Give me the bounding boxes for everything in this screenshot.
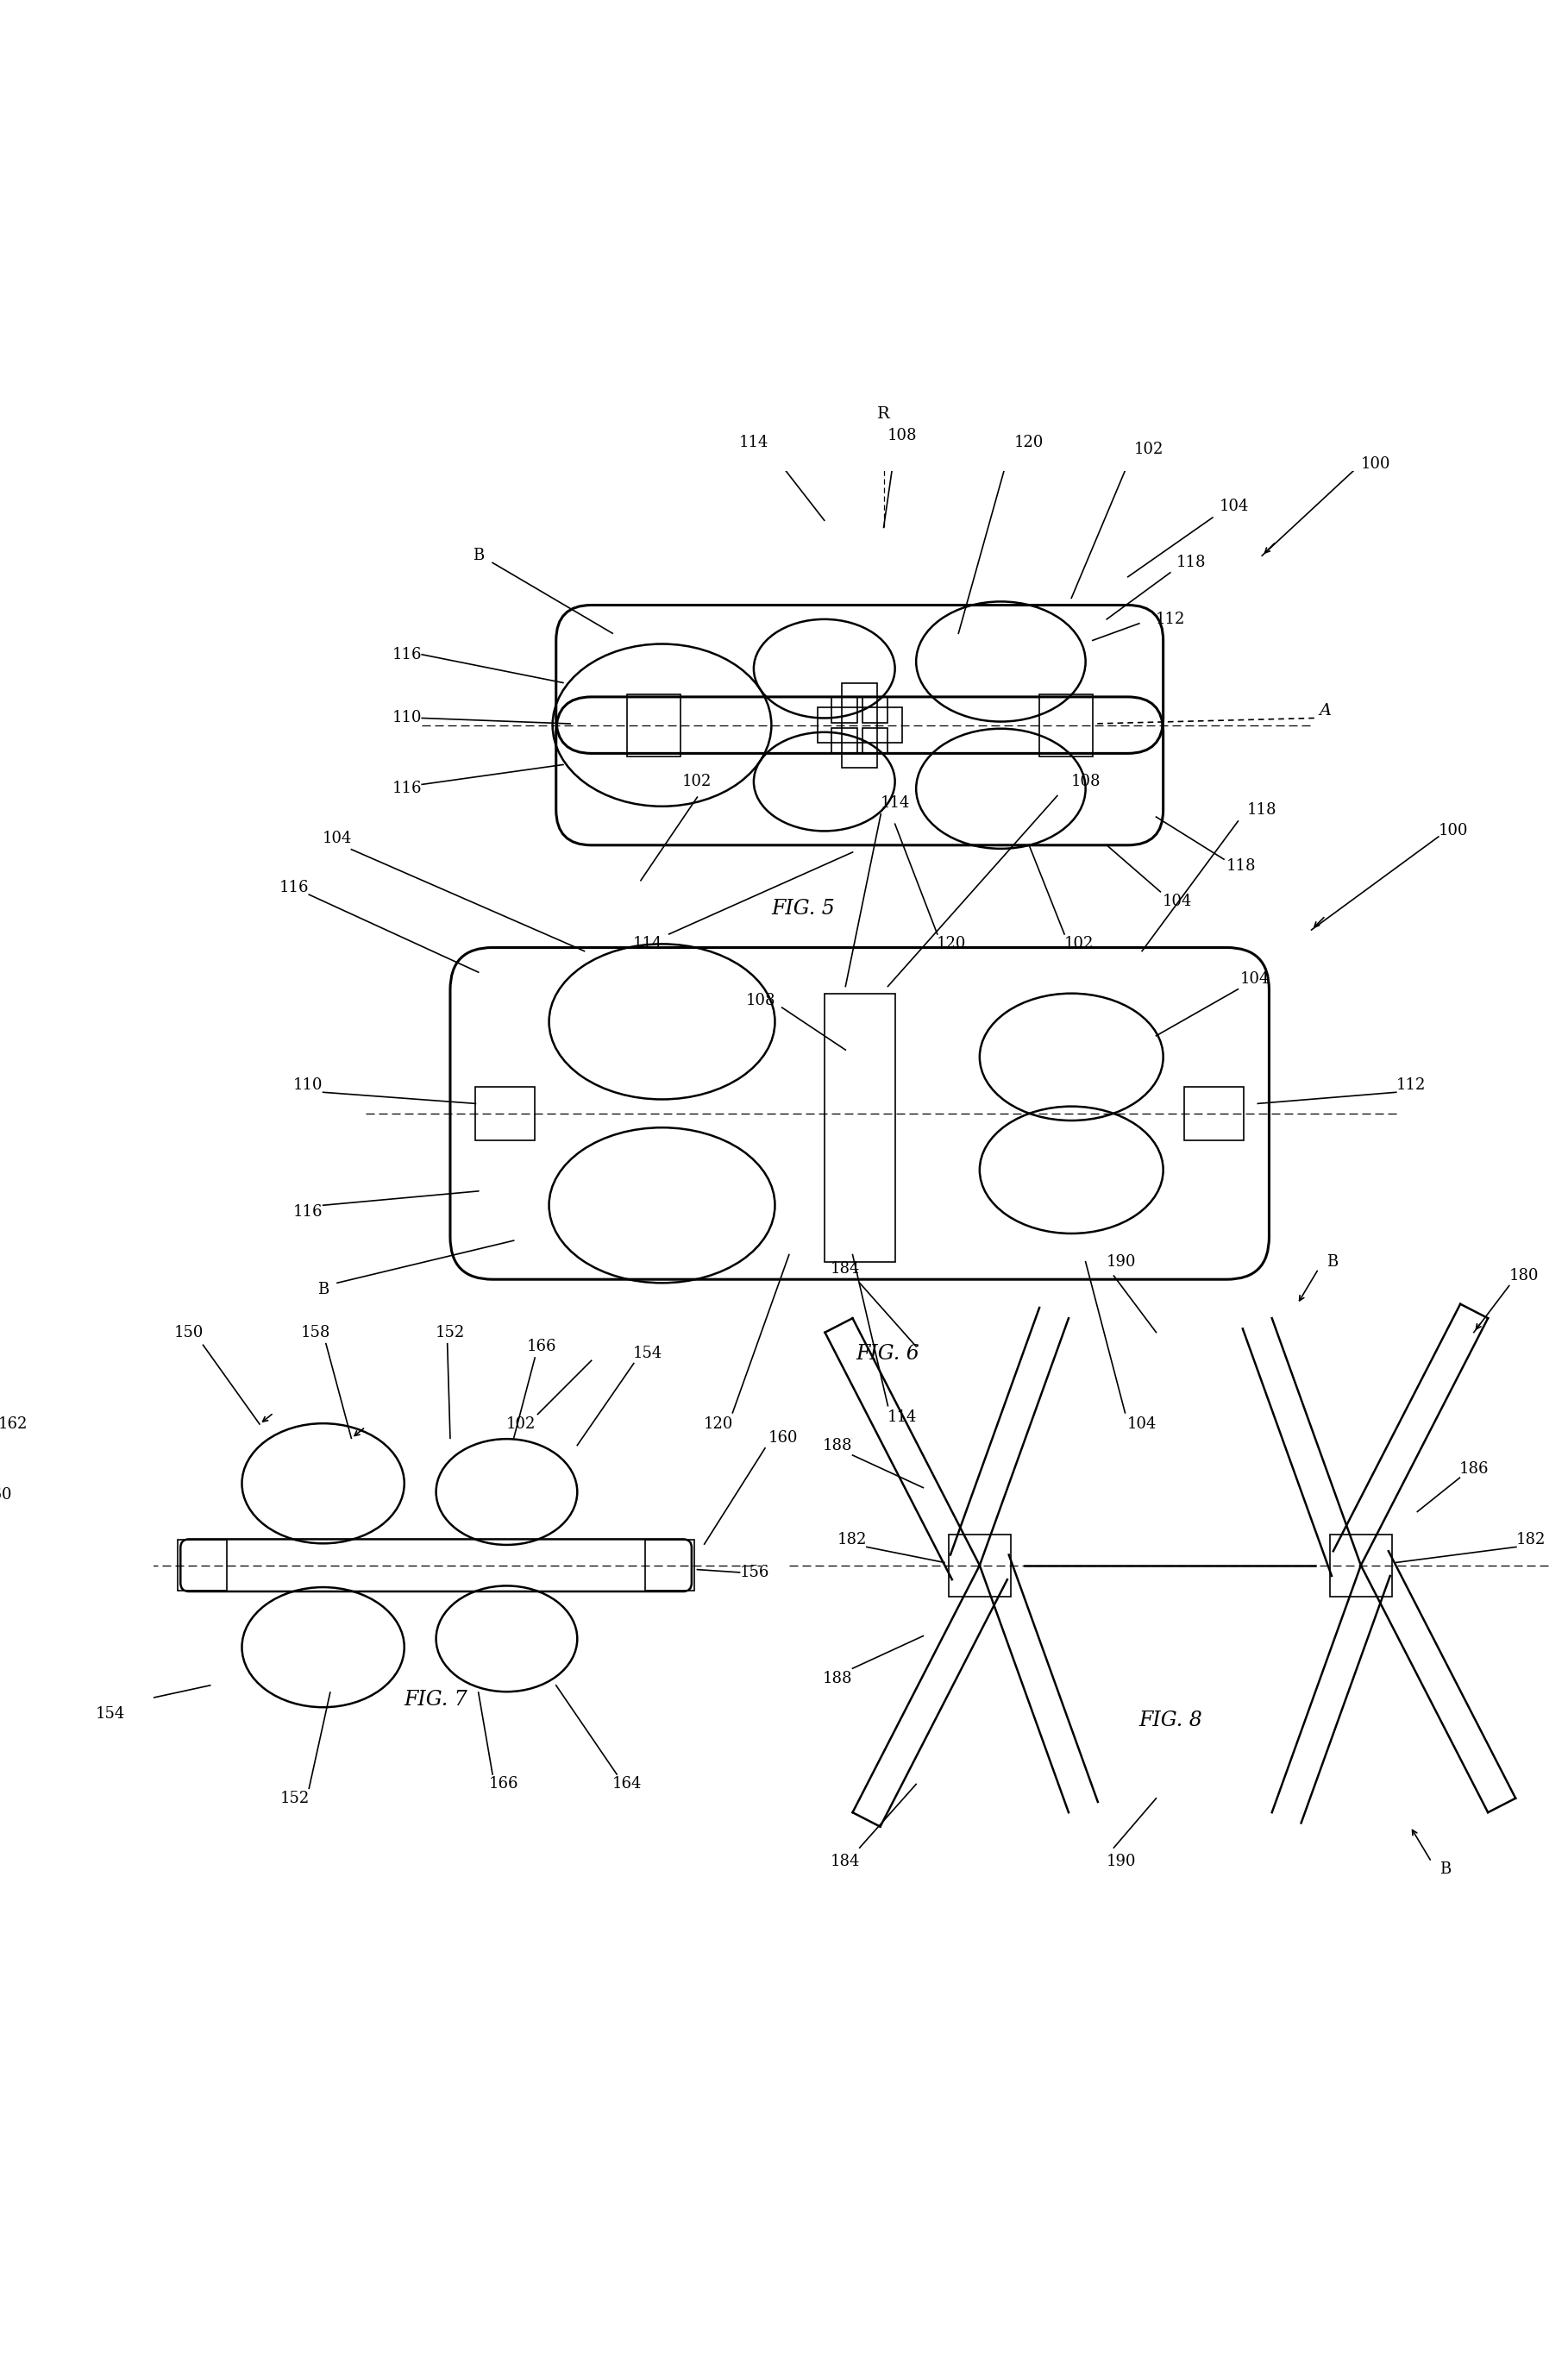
Text: B: B: [472, 548, 485, 563]
Text: 188: 188: [823, 1671, 853, 1685]
Text: 154: 154: [633, 1346, 663, 1361]
Text: 108: 108: [887, 428, 917, 443]
Text: R: R: [877, 407, 891, 421]
Bar: [842, 683, 877, 767]
Text: 102: 102: [506, 1417, 536, 1431]
Text: FIG. 8: FIG. 8: [1138, 1711, 1203, 1730]
Text: 116: 116: [392, 647, 422, 661]
Text: 118: 118: [1176, 556, 1206, 570]
Text: 156: 156: [740, 1565, 770, 1580]
Text: 114: 114: [739, 435, 768, 450]
Text: 110: 110: [392, 711, 422, 725]
Text: 108: 108: [1071, 774, 1101, 789]
Text: 102: 102: [1063, 937, 1093, 951]
Text: 104: 104: [1162, 895, 1192, 909]
Text: 184: 184: [831, 1855, 861, 1869]
Text: 116: 116: [279, 880, 309, 895]
Text: 184: 184: [831, 1262, 861, 1276]
Bar: [949, 1535, 1011, 1596]
Text: B: B: [1327, 1255, 1339, 1269]
Bar: [475, 1088, 535, 1139]
Text: 166: 166: [527, 1339, 557, 1354]
Text: 102: 102: [682, 774, 712, 789]
Text: 116: 116: [392, 782, 422, 796]
Text: 102: 102: [1134, 443, 1163, 457]
Text: 186: 186: [1458, 1462, 1488, 1476]
Text: 152: 152: [281, 1791, 309, 1806]
Text: 104: 104: [1218, 499, 1248, 513]
Bar: [1330, 1535, 1392, 1596]
Text: 182: 182: [837, 1532, 867, 1547]
Text: 158: 158: [301, 1325, 331, 1339]
Text: 190: 190: [1105, 1255, 1135, 1269]
Text: 162: 162: [0, 1417, 27, 1431]
Bar: [627, 694, 681, 756]
Text: 180: 180: [1508, 1269, 1538, 1283]
Text: FIG. 5: FIG. 5: [771, 899, 836, 918]
Text: 118: 118: [1226, 859, 1256, 873]
Text: 120: 120: [1014, 435, 1044, 450]
Text: 100: 100: [1438, 824, 1468, 838]
Text: 112: 112: [1396, 1078, 1425, 1092]
Text: 118: 118: [1247, 803, 1276, 817]
Text: 150: 150: [174, 1325, 204, 1339]
Text: 114: 114: [880, 796, 909, 810]
Text: 116: 116: [293, 1205, 323, 1219]
Bar: [644, 1540, 695, 1591]
Bar: [1184, 1088, 1243, 1139]
Text: FIG. 7: FIG. 7: [405, 1690, 467, 1709]
Bar: [862, 727, 887, 753]
Text: 154: 154: [96, 1707, 125, 1721]
Bar: [1040, 694, 1093, 756]
Text: 188: 188: [823, 1438, 853, 1452]
Bar: [831, 697, 858, 723]
Text: 160: 160: [768, 1431, 798, 1445]
Text: 120: 120: [704, 1417, 734, 1431]
Bar: [862, 697, 887, 723]
Text: 190: 190: [1105, 1855, 1135, 1869]
Text: 104: 104: [1127, 1417, 1157, 1431]
Text: A: A: [1320, 704, 1331, 718]
Text: 100: 100: [1361, 457, 1391, 471]
Text: 166: 166: [489, 1777, 519, 1791]
Text: 114: 114: [633, 937, 663, 951]
Bar: [817, 709, 902, 744]
Text: 112: 112: [1156, 612, 1185, 626]
Text: 152: 152: [436, 1325, 466, 1339]
Text: 164: 164: [612, 1777, 641, 1791]
Text: 108: 108: [746, 993, 776, 1008]
Text: B: B: [1439, 1862, 1452, 1876]
Bar: [177, 1540, 227, 1591]
Text: 114: 114: [887, 1410, 917, 1424]
Text: 104: 104: [323, 831, 353, 845]
Bar: [825, 993, 895, 1262]
Text: 104: 104: [1240, 972, 1270, 986]
Text: 120: 120: [936, 937, 966, 951]
Text: 160: 160: [0, 1488, 13, 1502]
Bar: [831, 727, 858, 753]
Text: 110: 110: [293, 1078, 323, 1092]
Text: 182: 182: [1516, 1532, 1546, 1547]
Text: B: B: [317, 1283, 329, 1297]
Text: FIG. 6: FIG. 6: [856, 1344, 920, 1363]
